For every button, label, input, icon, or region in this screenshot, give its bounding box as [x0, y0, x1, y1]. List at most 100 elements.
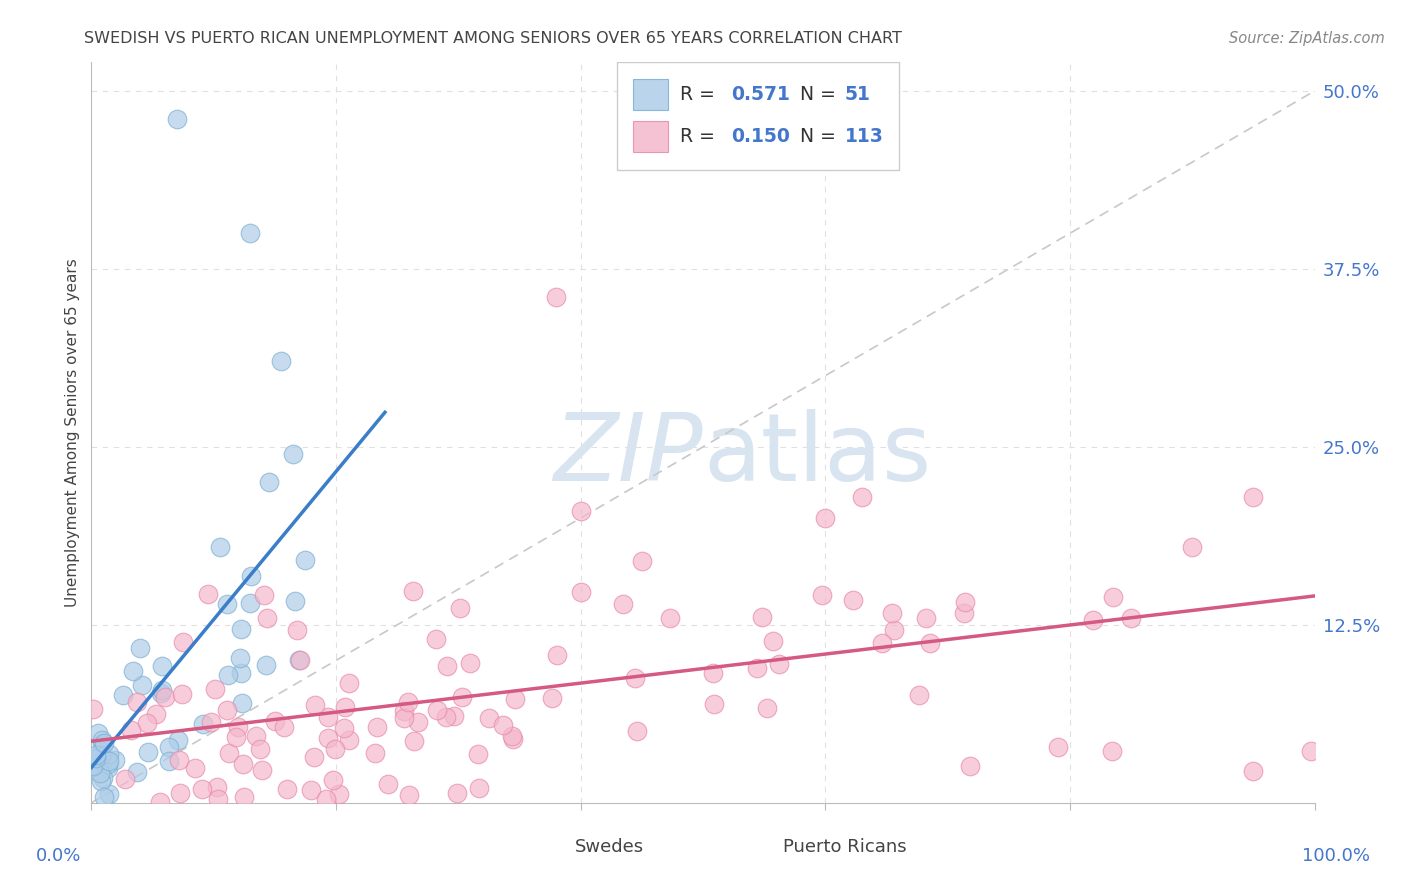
Point: [458, 656, 481, 670]
Text: 0.571: 0.571: [731, 85, 790, 103]
FancyBboxPatch shape: [526, 837, 560, 857]
Point: [207, 792, 229, 806]
Y-axis label: Unemployment Among Seniors over 65 years: Unemployment Among Seniors over 65 years: [65, 259, 80, 607]
Point: [406, 715, 429, 730]
Point: [1243, 490, 1265, 504]
Point: [91, 772, 114, 786]
Text: ZIP: ZIP: [554, 409, 703, 500]
Point: [959, 759, 981, 773]
Point: [294, 553, 316, 567]
Point: [239, 569, 262, 583]
Point: [747, 661, 769, 675]
Point: [425, 632, 447, 646]
Point: [434, 710, 457, 724]
Point: [316, 731, 339, 746]
Point: [157, 739, 180, 754]
Point: [90, 774, 112, 789]
Text: 0.0%: 0.0%: [37, 847, 82, 865]
Point: [337, 676, 360, 690]
Point: [98, 787, 121, 801]
Point: [502, 731, 524, 746]
Point: [217, 597, 239, 611]
Point: [328, 787, 350, 801]
Text: Puerto Ricans: Puerto Ricans: [783, 838, 905, 856]
Point: [316, 710, 339, 724]
Point: [256, 611, 278, 625]
Point: [768, 657, 790, 671]
Point: [231, 622, 253, 636]
Point: [762, 633, 785, 648]
Point: [153, 690, 176, 705]
Point: [366, 720, 388, 734]
Point: [93, 736, 115, 750]
Point: [169, 787, 191, 801]
Point: [811, 588, 834, 602]
Point: [200, 714, 222, 729]
Point: [152, 658, 174, 673]
Point: [1047, 739, 1070, 754]
Point: [436, 658, 458, 673]
Point: [952, 606, 974, 620]
Point: [231, 665, 253, 680]
Text: R =: R =: [679, 85, 721, 103]
Point: [333, 721, 356, 735]
Point: [104, 753, 127, 767]
Point: [443, 708, 465, 723]
Text: Source: ZipAtlas.com: Source: ZipAtlas.com: [1229, 31, 1385, 46]
Point: [136, 745, 159, 759]
Point: [467, 747, 489, 762]
Text: R =: R =: [679, 127, 721, 146]
Text: SWEDISH VS PUERTO RICAN UNEMPLOYMENT AMONG SENIORS OVER 65 YEARS CORRELATION CHA: SWEDISH VS PUERTO RICAN UNEMPLOYMENT AMO…: [84, 31, 903, 46]
Point: [756, 701, 779, 715]
Point: [394, 711, 416, 725]
Point: [276, 781, 298, 796]
Point: [914, 611, 936, 625]
Point: [363, 746, 385, 760]
Point: [157, 754, 180, 768]
Point: [245, 730, 267, 744]
Point: [287, 652, 309, 666]
Point: [623, 671, 645, 685]
Point: [851, 490, 873, 504]
Point: [120, 723, 142, 738]
Point: [91, 733, 114, 747]
Point: [183, 761, 205, 775]
Point: [218, 746, 240, 760]
Point: [127, 765, 149, 780]
Text: Swedes: Swedes: [575, 838, 644, 856]
Point: [111, 688, 134, 702]
Point: [335, 700, 357, 714]
Point: [90, 748, 112, 763]
Point: [612, 597, 634, 611]
Point: [84, 751, 107, 765]
Point: [283, 447, 305, 461]
Point: [702, 666, 724, 681]
Point: [468, 781, 491, 796]
Point: [231, 696, 253, 710]
Point: [239, 596, 262, 610]
Point: [541, 690, 564, 705]
Point: [193, 716, 215, 731]
Point: [131, 678, 153, 692]
Point: [1181, 540, 1204, 554]
Point: [82, 759, 104, 773]
Point: [703, 698, 725, 712]
Point: [84, 747, 107, 762]
Point: [215, 703, 238, 717]
Text: 113: 113: [845, 127, 884, 146]
Point: [167, 753, 190, 767]
Point: [870, 636, 893, 650]
Text: 0.150: 0.150: [731, 127, 790, 146]
Point: [569, 585, 592, 599]
Point: [170, 687, 193, 701]
Point: [451, 690, 474, 704]
Point: [217, 668, 239, 682]
Point: [97, 756, 120, 771]
Point: [955, 595, 977, 609]
Point: [882, 606, 904, 620]
Point: [402, 583, 425, 598]
Point: [128, 641, 150, 656]
Point: [149, 795, 172, 809]
Point: [114, 772, 136, 787]
Point: [492, 718, 515, 732]
